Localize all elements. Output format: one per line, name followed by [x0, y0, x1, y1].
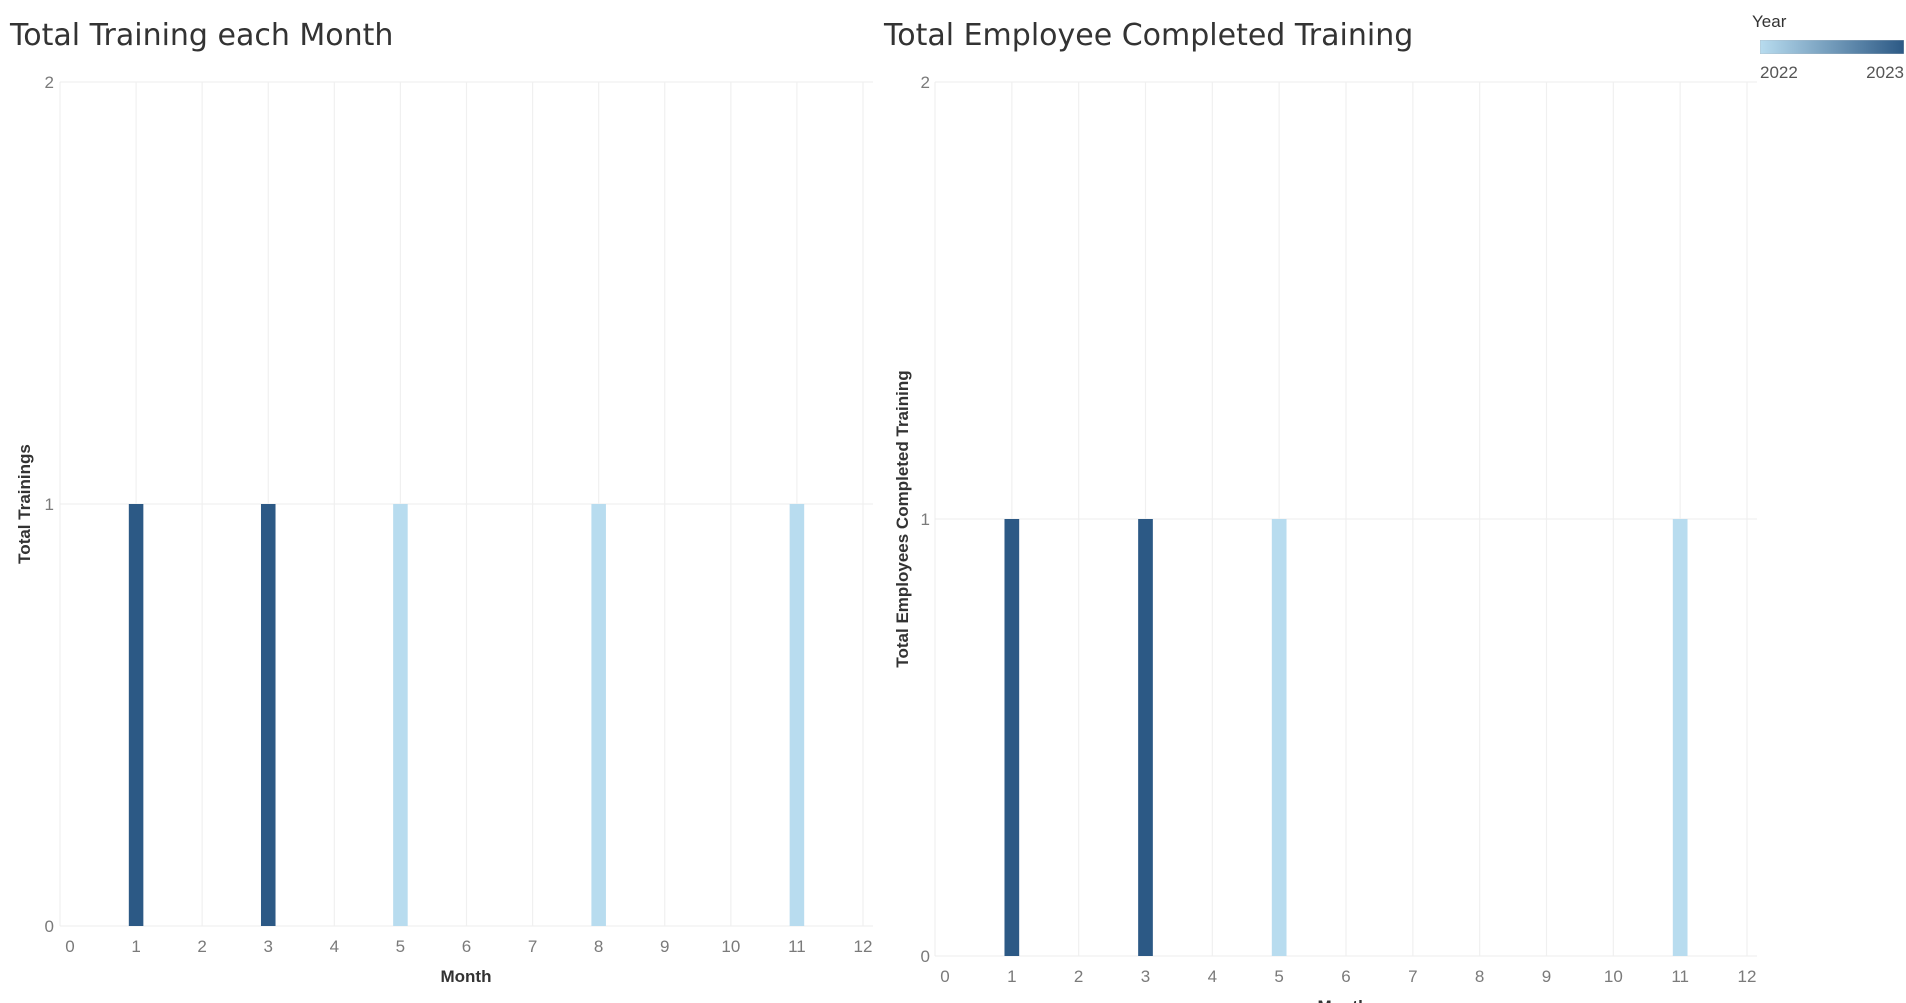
y-tick-label: 2	[45, 73, 54, 92]
x-tick-label: 1	[1007, 967, 1016, 986]
bar-month-1[interactable]	[128, 504, 144, 926]
x-axis-title: Month	[441, 967, 492, 986]
y-tick-label: 0	[45, 917, 54, 936]
x-tick-label: 5	[396, 937, 405, 956]
x-tick-label: 7	[1408, 967, 1417, 986]
y-axis-title: Total Trainings	[15, 444, 34, 564]
y-tick-label: 2	[921, 73, 930, 92]
x-tick-label: 9	[660, 937, 669, 956]
x-tick-label: 9	[1542, 967, 1551, 986]
bar-month-5[interactable]	[1271, 519, 1287, 956]
bar-month-8[interactable]	[591, 504, 606, 926]
y-tick-label: 1	[45, 495, 54, 514]
bar-month-11[interactable]	[1672, 519, 1688, 956]
x-tick-label: 2	[197, 937, 206, 956]
x-tick-label: 12	[1738, 967, 1757, 986]
x-tick-label: 3	[264, 937, 273, 956]
chart-title-employee-completed: Total Employee Completed Training	[884, 18, 1414, 53]
gridlines	[935, 81, 1757, 957]
x-tick-label: 2	[1074, 967, 1083, 986]
legend-color-ramp	[1759, 39, 1905, 55]
x-tick-label: 4	[1208, 967, 1217, 986]
x-tick-label: 6	[1341, 967, 1350, 986]
x-tick-label: 0	[940, 967, 949, 986]
x-tick-label: 4	[330, 937, 339, 956]
x-tick-label: 1	[131, 937, 140, 956]
bar-month-5[interactable]	[393, 504, 408, 926]
bar-month-11[interactable]	[789, 504, 805, 926]
x-tick-label: 12	[854, 937, 873, 956]
x-tick-label: 0	[65, 937, 74, 956]
x-tick-label: 7	[528, 937, 537, 956]
legend-title: Year	[1752, 12, 1787, 31]
legend-max-label: 2023	[1866, 63, 1904, 82]
y-tick-label: 0	[921, 947, 930, 966]
x-axis-title: Month	[1318, 997, 1369, 1003]
x-tick-label: 6	[462, 937, 471, 956]
bar-month-1[interactable]	[1004, 519, 1020, 956]
x-tick-label: 11	[788, 937, 806, 956]
x-tick-label: 11	[1671, 967, 1689, 986]
legend-min-label: 2022	[1760, 63, 1798, 82]
x-tick-label: 10	[721, 937, 740, 956]
y-axis-title: Total Employees Completed Training	[893, 370, 912, 667]
x-tick-label: 8	[594, 937, 603, 956]
chart-title-total-training: Total Training each Month	[10, 18, 394, 53]
year-color-legend[interactable]: Year 2022 2023	[1752, 12, 1905, 83]
bar-month-3[interactable]	[1138, 519, 1153, 956]
y-tick-label: 1	[921, 510, 930, 529]
x-tick-label: 8	[1475, 967, 1484, 986]
x-tick-label: 3	[1141, 967, 1150, 986]
x-tick-label: 10	[1604, 967, 1623, 986]
bar-month-3[interactable]	[260, 504, 276, 926]
x-tick-label: 5	[1274, 967, 1283, 986]
